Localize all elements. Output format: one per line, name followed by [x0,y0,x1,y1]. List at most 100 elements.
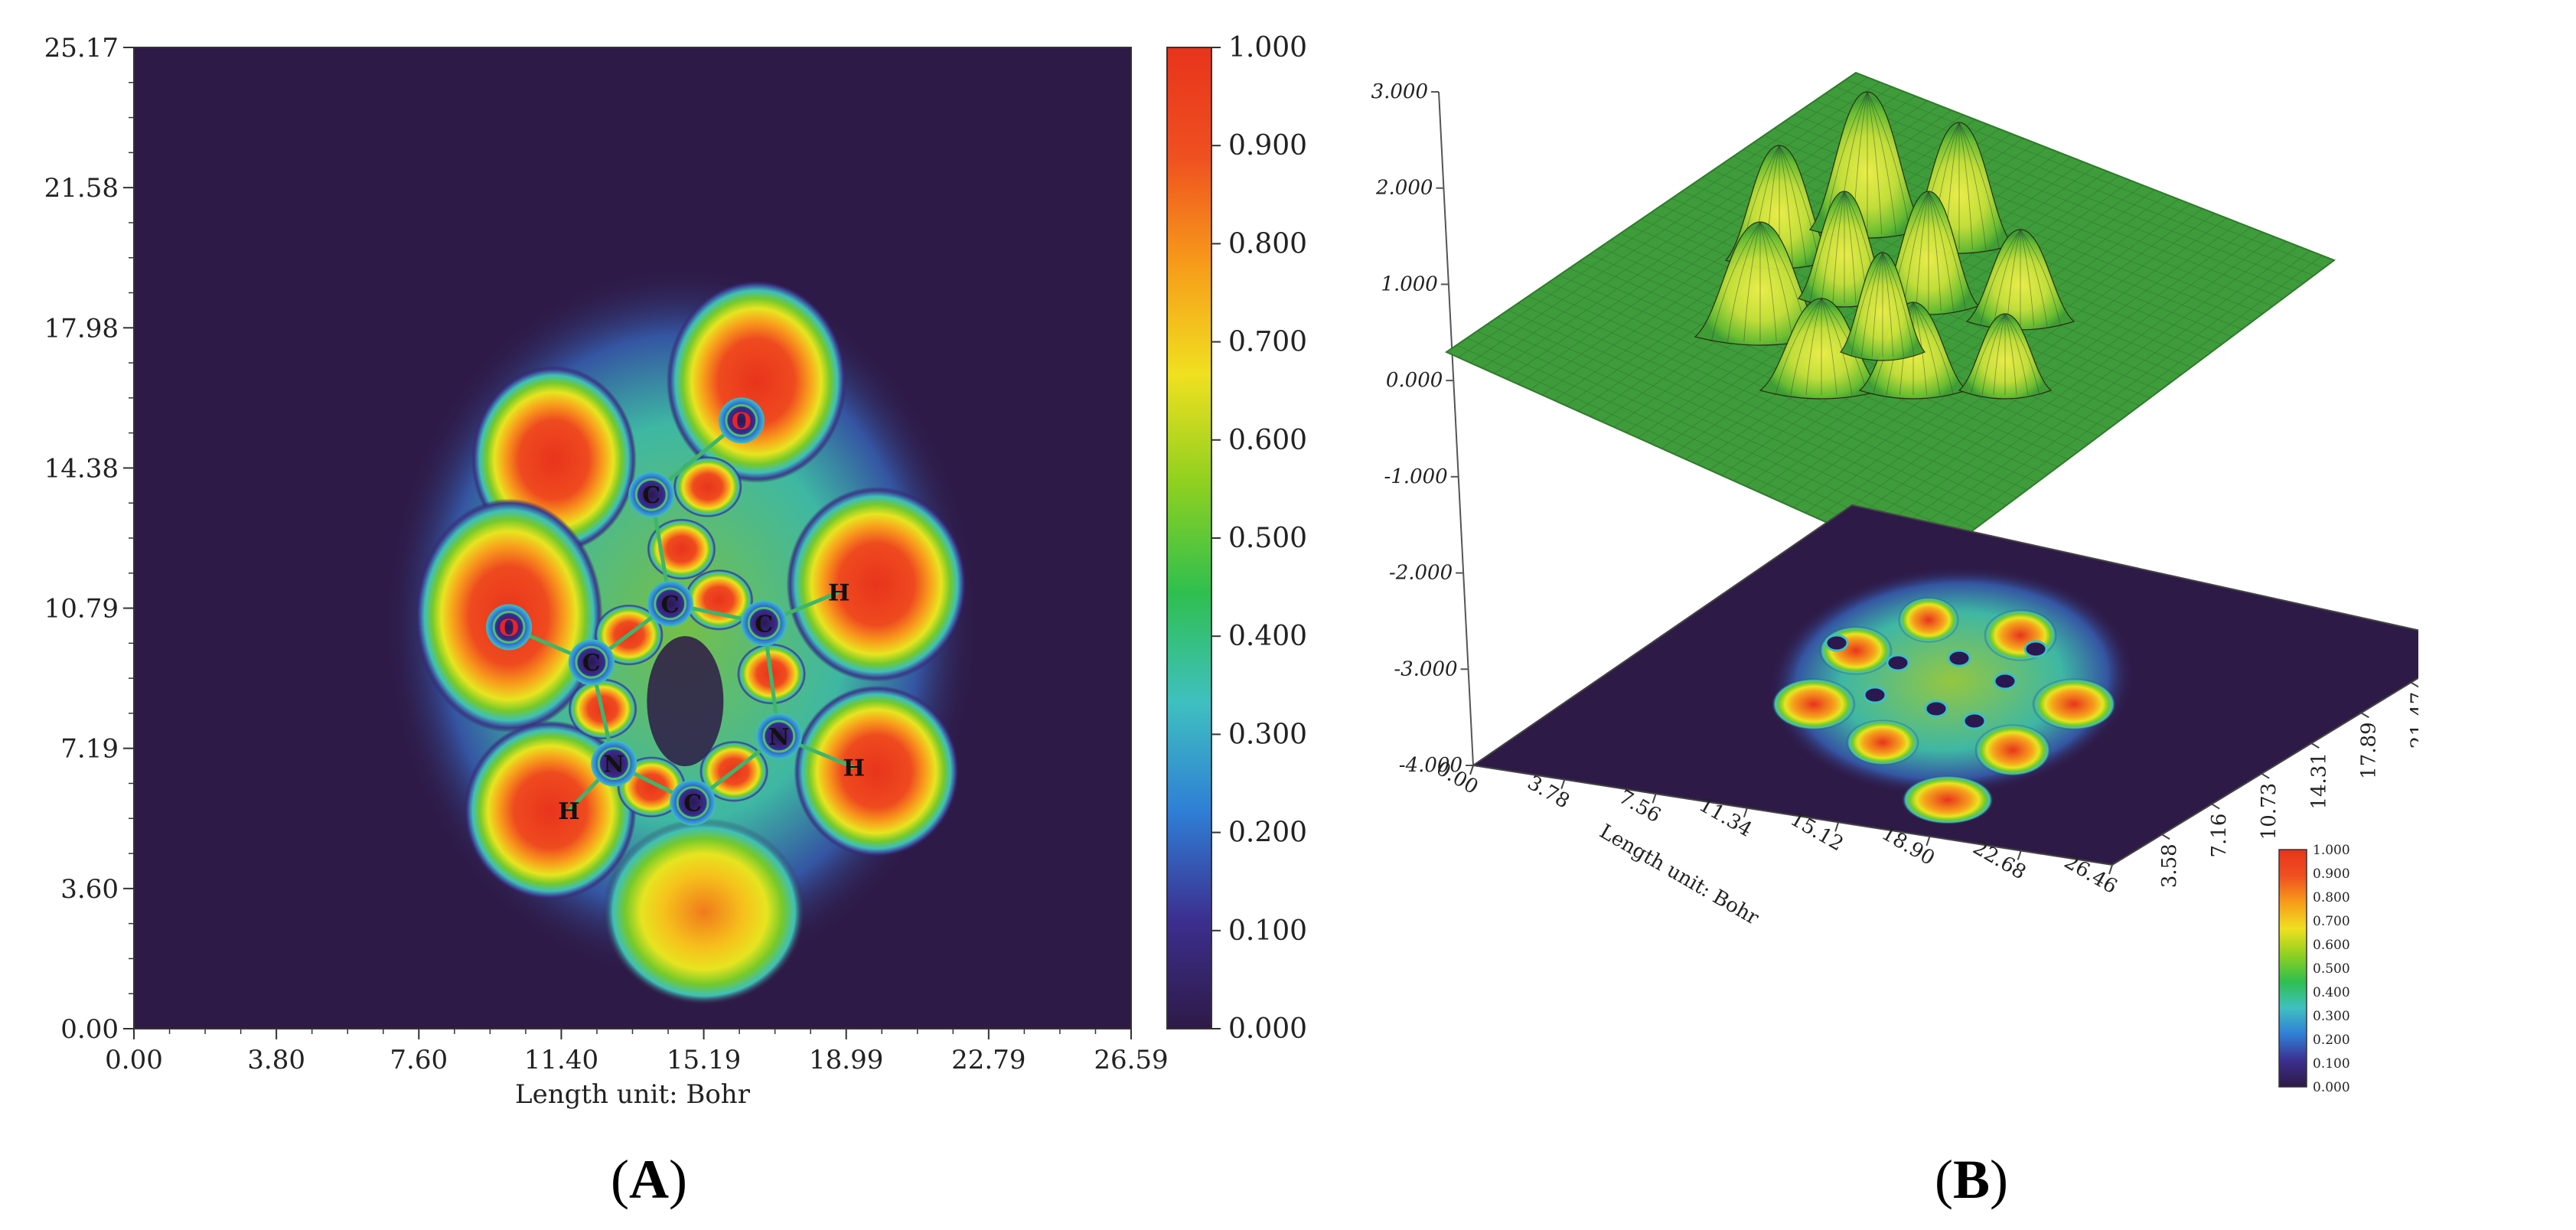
atom-ring [634,478,668,511]
peak-meshline [1821,298,1853,396]
y-tick-label-b: 7.16 [2208,814,2231,858]
projection-atom [1863,686,1887,704]
chart-b: -4.000 -3.000 -2.000 -1.000 0.000 1.000 2.000 3… [1371,71,2418,1095]
projection-lobe [1974,724,2051,776]
z-tick-label: 3.000 [1371,80,1428,103]
colorbar-a [1166,47,1212,1029]
atom-ring [492,610,526,644]
colorbar-tick-label: 0.800 [1228,228,1307,259]
atom-label: C [661,592,680,618]
peak-meshline [1809,191,1845,304]
peak-meshline [2004,313,2040,396]
peak-meshline [1805,298,1822,396]
peak-meshline [1779,145,1820,266]
peak-meshline [1928,191,1954,312]
y-tick-label: 17.98 [44,313,119,344]
z-tick-label: -4.000 [1399,754,1462,777]
peak-meshline [1710,221,1761,342]
peak-meshline [1980,229,2021,327]
grid-line [1757,194,2167,492]
colorbar-tick-label: 0.500 [1228,523,1307,554]
y-tick-b [2360,712,2369,719]
grid-line [1769,199,2180,498]
peak-meshline [1882,252,1915,357]
field-lobe [666,280,847,483]
peak-meshline [2020,229,2034,327]
colorbar-tick-label: 0.100 [1228,915,1307,947]
colorbar-b-tick-label: 0.800 [2313,890,2350,905]
y-tick-label: 3.60 [60,874,119,905]
peak-meshline [1970,313,2006,396]
x-tick-b [1652,793,1657,804]
atom-ring [725,403,758,437]
projection-lobe [1902,775,1994,824]
y-tick-b [2211,803,2220,810]
z-tick-label: -1.000 [1384,465,1447,488]
panel-label-b: (B) [1935,1149,2008,1210]
colorbar-b-tick-label: 0.500 [2313,961,2350,977]
peak-meshline [1821,191,1845,304]
atom-label: N [768,724,789,751]
panel-label-a: (A) [611,1149,687,1210]
peak-meshline [1912,302,1927,396]
atom-ring [762,719,796,753]
peak-meshline [1775,298,1822,396]
peak-meshline [1790,298,1822,396]
field-bond-lobe [673,456,742,518]
colorbar-b-tick-label: 0.100 [2313,1056,2350,1072]
projection-b [1471,504,2418,866]
projection-lobe [1898,597,1959,643]
colorbar-tick-label: 1.000 [1228,32,1307,64]
x-tick-label: 15.19 [667,1045,741,1075]
peak-meshline [1779,145,1793,266]
colorbar-tick-label: 0.000 [1228,1013,1307,1045]
atom-label: C [755,611,773,638]
x-tick-label: 7.60 [390,1045,448,1075]
peak-meshline [1928,191,1942,312]
peak-meshline [1867,91,1883,235]
grid-line [1845,79,2324,269]
y-tick-b [2410,681,2418,688]
grid-line [1824,93,2304,284]
colorbar-b-bar [2278,849,2307,1088]
colorbar-tick-label: 0.200 [1228,817,1307,849]
peak-meshline [1903,191,1929,312]
peak-meshline [1958,122,1987,250]
peak-meshline [1861,252,1883,357]
z-tick-label: -2.000 [1389,562,1453,585]
y-tick-label-b: 17.89 [2357,722,2380,778]
peak-meshline [1912,302,1941,396]
projection-lobe [1984,609,2057,661]
projection-lobe [2032,678,2116,730]
colorbar-b-tick-label: 1.000 [2313,843,2350,858]
colorbar-b-tick-label: 0.600 [2313,938,2350,953]
peak-meshline [1867,91,1911,235]
y-tick-label: 21.58 [44,173,119,204]
projection-atom [1993,672,2017,690]
peak-meshline [1928,191,1967,312]
x-axis-title: Length unit: Bohr [515,1079,751,1110]
colorbar-tick-label: 0.400 [1228,621,1307,652]
colorbar-tick-label: 0.600 [1228,425,1307,456]
y-tick-label-b: 3.58 [2158,843,2181,888]
field-bond-lobe [684,569,754,631]
colorbar-b-tick-label: 0.200 [2313,1033,2350,1048]
colorbar-b-tick-label: 0.300 [2313,1009,2350,1024]
z-tick-label: -3.000 [1394,657,1457,680]
peak-meshline [1743,221,1761,342]
z-tick-label: 1.000 [1381,272,1437,295]
projection-atom [1947,649,1971,667]
x-tick-label: 18.99 [809,1045,883,1075]
peak-meshline [1779,145,1807,266]
grid-line [1745,189,2155,487]
grid-line [1853,231,2263,535]
peak-meshline [1867,91,1896,235]
z-axis-line [1438,91,1474,766]
z-tick-label: 2.000 [1375,177,1433,200]
peak-meshline [1981,313,2006,396]
x-tick-b [1469,765,1474,775]
